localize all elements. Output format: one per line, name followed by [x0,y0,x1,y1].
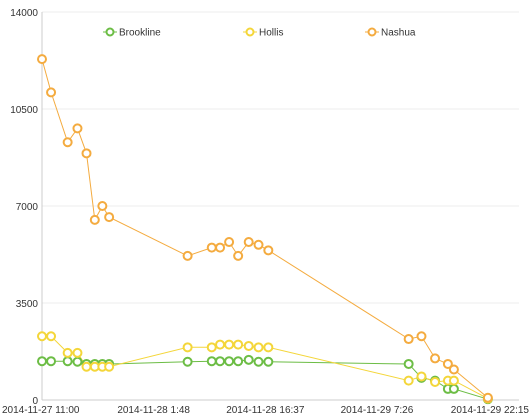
y-tick-label: 0 [32,396,38,407]
data-point-nashua[interactable] [430,353,441,364]
data-point-nashua[interactable] [104,212,115,223]
data-point-hollis[interactable] [263,342,274,353]
data-point-brookline[interactable] [37,356,47,367]
data-point-hollis[interactable] [182,342,193,353]
data-point-nashua[interactable] [89,214,100,225]
data-point-hollis[interactable] [46,331,57,342]
data-point-nashua[interactable] [403,334,414,345]
data-point-nashua[interactable] [182,250,193,261]
legend-label-hollis: Hollis [259,28,283,39]
data-point-nashua[interactable] [62,137,73,148]
data-point-nashua[interactable] [233,250,244,261]
legend-item-brookline[interactable]: Brookline [103,27,161,39]
data-point-brookline[interactable] [243,354,254,365]
data-point-hollis[interactable] [253,342,264,353]
data-point-nashua[interactable] [81,148,92,159]
data-point-nashua[interactable] [442,358,453,369]
y-tick-label: 10500 [10,105,38,116]
data-point-brookline[interactable] [263,356,274,367]
data-point-hollis[interactable] [215,339,226,350]
y-tick-label: 14000 [10,8,38,19]
data-point-nashua[interactable] [72,123,83,134]
x-tick-label: 2014-11-28 16:37 [226,405,305,416]
data-point-brookline[interactable] [448,383,459,394]
axes: 0 3500 7000 10500 14000 2014-11-27 11:00 2014-… [2,8,529,416]
data-point-brookline[interactable] [206,356,217,367]
data-point-nashua[interactable] [482,392,493,403]
y-tick-label: 3500 [16,299,39,310]
data-point-nashua[interactable] [243,237,254,248]
legend-marker-brookline [105,27,115,37]
x-tick-label: 2014-11-27 11:00 [2,405,80,416]
data-point-brookline[interactable] [224,356,235,367]
data-point-hollis[interactable] [72,347,83,358]
data-point-hollis[interactable] [403,375,414,386]
data-point-hollis[interactable] [430,376,441,387]
y-tick-label: 7000 [16,202,39,213]
data-point-hollis[interactable] [243,340,254,351]
data-point-brookline[interactable] [215,356,226,367]
legend[interactable]: Brookline Hollis Nashua [103,27,416,39]
legend-marker-nashua [367,27,377,37]
data-point-hollis[interactable] [233,339,244,350]
data-point-nashua[interactable] [97,201,108,211]
x-tick-label: 2014-11-29 7:26 [341,405,414,416]
legend-item-nashua[interactable]: Nashua [365,27,416,39]
series-line-nashua [41,58,489,399]
data-point-brookline[interactable] [253,356,264,367]
data-point-nashua[interactable] [215,242,226,253]
data-point-hollis[interactable] [448,375,459,386]
data-point-brookline[interactable] [62,356,73,367]
data-point-nashua[interactable] [416,331,427,342]
legend-item-hollis[interactable]: Hollis [243,27,283,39]
data-point-nashua[interactable] [263,245,274,256]
data-point-hollis[interactable] [416,371,427,382]
data-point-hollis[interactable] [206,342,217,353]
data-point-hollis[interactable] [224,339,235,350]
legend-marker-hollis [245,27,255,37]
data-point-hollis[interactable] [37,331,47,342]
data-point-brookline[interactable] [233,356,244,367]
data-point-brookline[interactable] [403,358,414,369]
data-point-nashua[interactable] [206,242,217,253]
gridlines [42,11,519,401]
x-tick-label: 2014-11-28 1:48 [117,405,190,416]
data-point-nashua[interactable] [253,239,264,250]
data-point-nashua[interactable] [46,87,57,98]
x-tick-label: 2014-11-29 22:15 [451,405,529,416]
data-point-nashua[interactable] [448,364,459,375]
series-points [37,54,493,405]
data-point-brookline[interactable] [46,356,57,367]
data-point-hollis[interactable] [104,361,115,372]
data-point-hollis[interactable] [62,347,73,358]
legend-label-brookline: Brookline [119,28,161,39]
data-point-nashua[interactable] [224,237,235,248]
legend-label-nashua: Nashua [381,28,416,39]
data-point-nashua[interactable] [37,54,47,65]
data-point-brookline[interactable] [182,356,193,367]
data-point-brookline[interactable] [72,356,83,367]
data-point-hollis[interactable] [81,361,92,372]
